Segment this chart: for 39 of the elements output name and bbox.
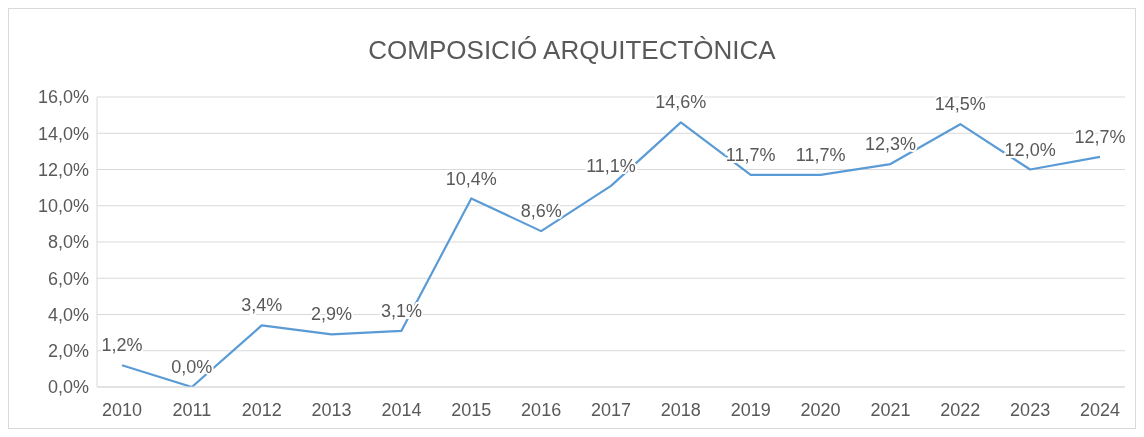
x-tick-label: 2012 bbox=[241, 399, 282, 420]
y-tick-label: 14,0% bbox=[37, 123, 89, 144]
y-tick-label: 0,0% bbox=[47, 377, 89, 398]
y-tick-label: 16,0% bbox=[37, 87, 89, 108]
x-tick-label: 2020 bbox=[800, 399, 841, 420]
x-tick-label: 2019 bbox=[730, 399, 771, 420]
y-tick-label: 12,0% bbox=[37, 159, 89, 180]
data-label: 12,3% bbox=[864, 134, 916, 155]
x-tick-label: 2022 bbox=[940, 399, 981, 420]
data-label: 14,6% bbox=[655, 92, 707, 113]
chart-title: COMPOSICIÓ ARQUITECTÒNICA bbox=[367, 34, 777, 67]
data-label: 12,7% bbox=[1074, 126, 1126, 147]
data-label: 0,0% bbox=[171, 357, 213, 377]
y-tick-label: 8,0% bbox=[47, 232, 89, 253]
data-label: 2,9% bbox=[311, 304, 353, 325]
x-tick-label: 2013 bbox=[311, 399, 352, 420]
y-tick-label: 10,0% bbox=[37, 196, 89, 217]
x-tick-label: 2014 bbox=[381, 399, 422, 420]
data-label: 11,7% bbox=[725, 144, 776, 165]
y-tick-label: 4,0% bbox=[47, 304, 89, 325]
data-label: 11,7% bbox=[795, 144, 846, 165]
x-tick-label: 2011 bbox=[172, 399, 212, 420]
x-tick-label: 2015 bbox=[451, 399, 492, 420]
x-tick-label: 2023 bbox=[1010, 399, 1051, 420]
data-label: 1,2% bbox=[101, 335, 143, 356]
x-tick-label: 2018 bbox=[660, 399, 701, 420]
x-tick-label: 2016 bbox=[521, 399, 562, 420]
y-tick-label: 2,0% bbox=[47, 341, 89, 362]
x-tick-label: 2017 bbox=[590, 399, 632, 420]
x-tick-label: 2024 bbox=[1079, 399, 1121, 420]
data-label: 10,4% bbox=[445, 168, 497, 189]
x-tick-label: 2010 bbox=[101, 399, 143, 420]
data-label: 12,0% bbox=[1004, 139, 1056, 160]
x-tick-label: 2021 bbox=[870, 399, 911, 420]
data-label: 3,4% bbox=[241, 295, 283, 316]
data-label: 8,6% bbox=[520, 201, 562, 222]
y-tick-label: 6,0% bbox=[47, 268, 89, 289]
data-label: 11,1% bbox=[586, 155, 636, 176]
data-label: 14,5% bbox=[934, 94, 986, 115]
